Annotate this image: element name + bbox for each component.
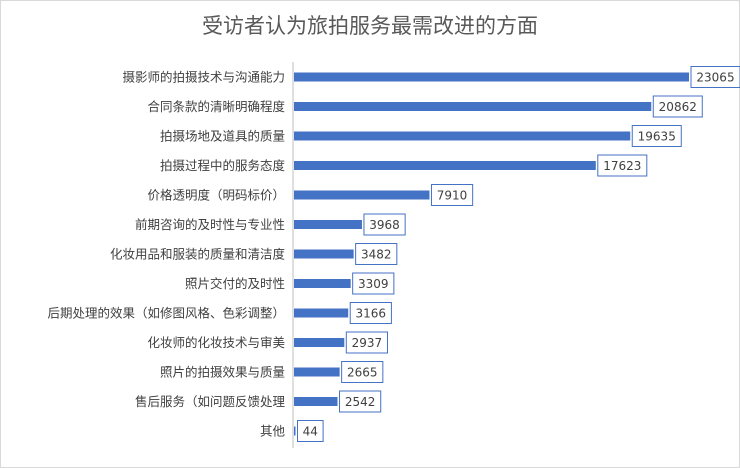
bar: [294, 308, 349, 318]
data-label-box: [430, 184, 474, 206]
data-label: 17623: [603, 159, 641, 173]
data-label: 2542: [345, 395, 376, 409]
category-tick-label: 前期咨询的及时性与专业性: [135, 217, 285, 232]
data-label-box: [349, 302, 392, 324]
data-label: 44: [303, 425, 318, 439]
data-label-box: [345, 331, 388, 354]
category-tick-label: 合同条款的清晰明确程度: [147, 99, 285, 114]
category-tick-label: 拍摄过程中的服务态度: [160, 158, 286, 173]
data-label: 3968: [369, 218, 400, 232]
data-label: 2665: [347, 366, 378, 380]
data-label-box: [652, 95, 703, 118]
chart-title: 受访者认为旅拍服务最需改进的方面: [202, 14, 538, 38]
data-label: 2937: [352, 336, 383, 350]
bar: [294, 338, 345, 347]
category-tick-label: 照片的拍摄效果与质量: [160, 365, 285, 380]
bar: [294, 367, 340, 377]
category-tick-label: 后期处理的效果（如修图风格、色彩调整）: [47, 306, 285, 321]
category-tick-label: 照片交付的及时性: [185, 276, 285, 291]
data-label-box: [297, 420, 324, 442]
bar: [294, 426, 296, 436]
category-tick-label: 售后服务（如问题反馈处理: [135, 394, 286, 409]
category-tick-label: 价格透明度（明码标价）: [147, 188, 285, 203]
data-label-box: [355, 243, 398, 265]
data-label: 23065: [696, 71, 734, 85]
data-label-box: [352, 272, 395, 295]
data-label: 20862: [659, 100, 697, 114]
data-label: 3482: [361, 248, 392, 262]
data-label: 3166: [356, 307, 387, 321]
category-tick-label: 摄影师的拍摄技术与沟通能力: [122, 70, 285, 85]
data-label-box: [597, 154, 648, 177]
data-label: 19635: [638, 130, 676, 144]
bar: [294, 131, 631, 141]
category-tick-label: 其他: [260, 424, 286, 439]
bar: [294, 249, 354, 259]
category-tick-label: 化妆用品和服装的质量和清洁度: [110, 247, 286, 262]
data-label-box: [363, 213, 406, 236]
data-label-box: [690, 66, 740, 88]
bar: [294, 161, 596, 170]
data-label: 7910: [437, 189, 468, 203]
bar: [294, 397, 338, 406]
bar: [294, 279, 351, 288]
bar: [294, 72, 689, 82]
data-label-box: [339, 390, 382, 413]
category-tick-label: 拍摄场地及道具的质量: [160, 129, 285, 144]
category-tick-label: 化妆师的化妆技术与审美: [147, 335, 285, 350]
bar: [294, 190, 430, 200]
bar: [294, 220, 362, 229]
bars-group: [294, 72, 689, 436]
data-label-box: [341, 361, 384, 383]
data-label-box: [631, 125, 682, 147]
data-label: 3309: [358, 277, 389, 291]
bar: [294, 102, 652, 111]
labels-group: 摄影师的拍摄技术与沟通能力 23065 合同条款的清晰明确程度 20862 拍摄场地及道…: [47, 66, 740, 442]
